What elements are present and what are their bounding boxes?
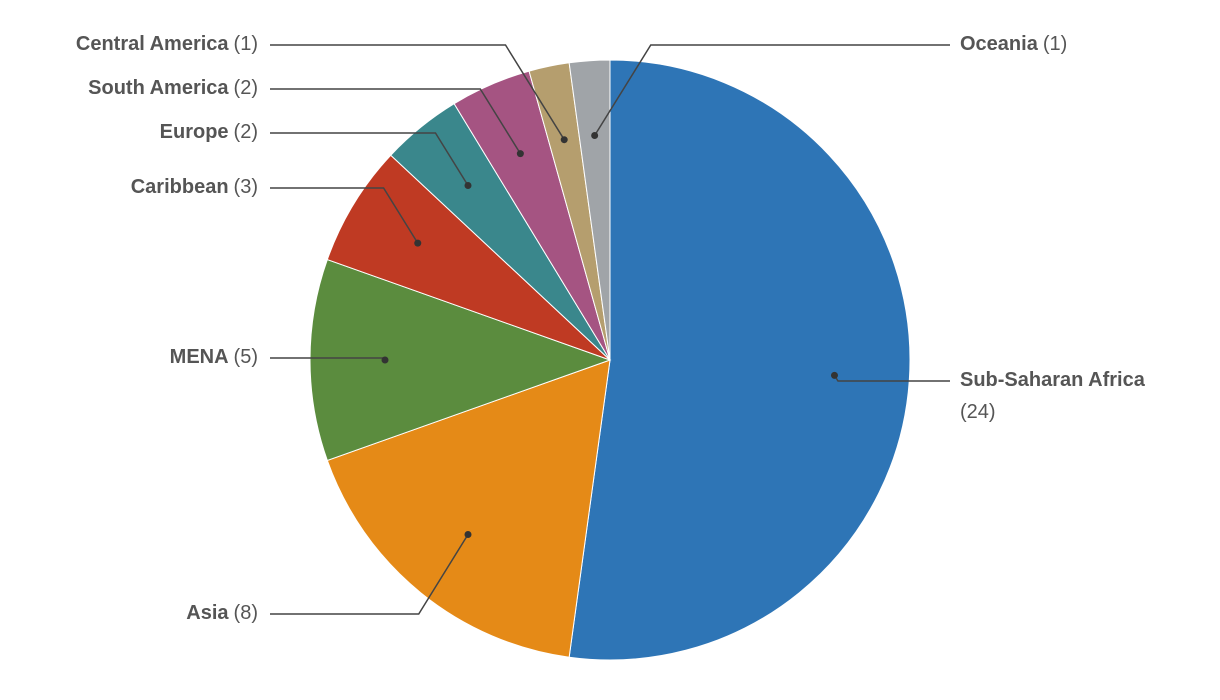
leader-line: [270, 88, 521, 155]
category-name: Central America: [76, 33, 230, 55]
leader-dot: [414, 239, 422, 247]
leader-dot: [464, 531, 472, 539]
value-label: (2): [234, 77, 258, 99]
leader-line: [270, 187, 419, 244]
slice-label: Caribbean (3): [131, 176, 258, 198]
value-label: (2): [234, 121, 258, 143]
category-name: Oceania: [960, 33, 1039, 55]
leader-dot: [560, 136, 568, 144]
leader-line: [270, 534, 469, 615]
slice-label: Sub-Saharan Africa (24): [960, 369, 1146, 423]
slice-label: MENA (5): [170, 346, 258, 368]
pie-slice: [309, 258, 612, 462]
value-label: (5): [234, 346, 258, 368]
category-name: Sub-Saharan Africa: [960, 369, 1146, 391]
slice-label: South America (2): [88, 77, 258, 99]
leader-dot: [464, 181, 472, 189]
category-name: Asia: [186, 602, 229, 624]
leader-line: [270, 44, 565, 141]
leader-line: [270, 132, 469, 186]
leader-dot: [381, 356, 389, 364]
category-name: Europe: [160, 121, 229, 143]
leader-dot: [516, 150, 524, 158]
pie-slice: [326, 154, 611, 361]
pie-slice: [568, 59, 911, 661]
pie-slice: [568, 59, 611, 361]
value-label: (1): [1043, 33, 1067, 55]
slice-label: Asia (8): [186, 602, 258, 624]
leader-dot: [830, 371, 838, 379]
category-name: Caribbean: [131, 176, 229, 198]
value-label: (24): [960, 401, 996, 423]
value-label: (1): [234, 33, 258, 55]
slice-label: Europe (2): [160, 121, 258, 143]
value-label: (3): [234, 176, 258, 198]
pie-slice: [326, 359, 611, 658]
leader-line: [594, 44, 950, 136]
category-name: South America: [88, 77, 229, 99]
value-label: (8): [234, 602, 258, 624]
leader-dot: [591, 132, 599, 140]
slice-label: Central America (1): [76, 33, 258, 55]
slice-label: Oceania (1): [960, 33, 1067, 55]
category-name: MENA: [170, 346, 229, 368]
